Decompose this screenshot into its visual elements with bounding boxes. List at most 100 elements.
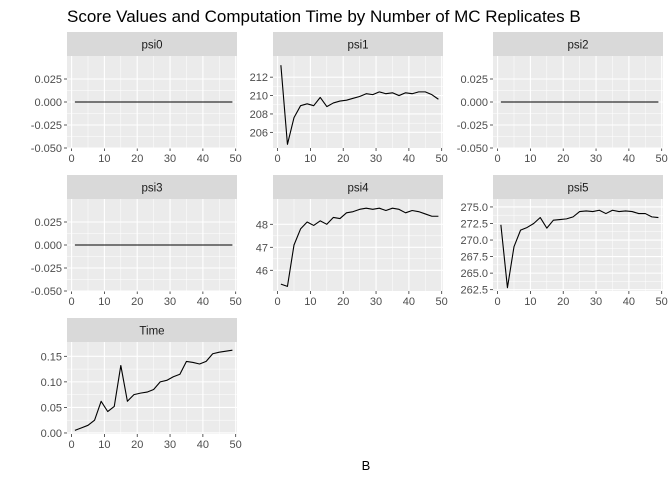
y-tick-label: 0.10: [41, 377, 62, 389]
series-line-time: [74, 349, 233, 431]
y-tick-label: 208: [250, 109, 268, 121]
y-tick-label: 47: [256, 242, 268, 254]
y-tick-label: 0.025: [34, 74, 62, 86]
x-tick-label: 0: [69, 439, 75, 451]
x-tick-label: 0: [275, 153, 281, 165]
x-tick-label: 0: [495, 153, 501, 165]
y-tick-label: 272.5: [460, 218, 488, 230]
x-tick-label: 50: [230, 153, 242, 165]
facet-psi0: psi0 0 10 20 30 40 50 -0.050 -0.025 0.000 0.025: [31, 32, 242, 165]
y-tick-label: 48: [256, 219, 268, 231]
y-tick-label: 0.05: [41, 402, 62, 414]
facet-psi4: psi4 0 10 20 30 40 50 46 47 48: [256, 175, 448, 308]
y-tick-label: 212: [250, 72, 268, 84]
facet-strip-label: psi1: [347, 40, 368, 52]
y-tick-label: -0.025: [457, 120, 488, 132]
facet-strip-label: psi2: [567, 40, 588, 52]
facet-strip: [493, 32, 663, 56]
x-tick-label: 0: [275, 296, 281, 308]
facet-strip: [67, 318, 237, 342]
x-tick-label: 10: [524, 296, 536, 308]
y-tick-label: 0.00: [41, 428, 62, 440]
x-tick-label: 30: [164, 153, 176, 165]
y-tick-label: 275.0: [460, 202, 488, 214]
x-tick-label: 20: [131, 439, 143, 451]
x-tick-label: 30: [590, 153, 602, 165]
x-tick-label: 20: [337, 153, 349, 165]
y-tick-label: -0.050: [31, 286, 62, 298]
x-tick-label: 50: [230, 439, 242, 451]
facet-time: Time 0 10 20 30 40 50 0.00 0.05 0.10 0.15: [41, 318, 242, 451]
y-tick-label: 206: [250, 127, 268, 139]
x-tick-label: 40: [197, 296, 209, 308]
facet-psi3: psi3 0 10 20 30 40 50 -0.050 -0.025 0.000 0.025: [31, 175, 242, 308]
x-tick-label: 20: [557, 153, 569, 165]
facet-strip: [67, 32, 237, 56]
chart-title: Score Values and Computation Time by Num…: [67, 7, 581, 26]
panel-background: [273, 199, 443, 291]
y-tick-label: 0.025: [460, 74, 488, 86]
y-tick-label: 46: [256, 265, 268, 277]
y-tick-label: 267.5: [460, 252, 488, 264]
x-tick-label: 10: [524, 153, 536, 165]
panel-background: [273, 56, 443, 148]
x-tick-label: 10: [98, 296, 110, 308]
x-tick-label: 10: [304, 153, 316, 165]
facet-strip-label: psi5: [567, 183, 588, 195]
y-tick-label: 0.000: [34, 240, 62, 252]
x-tick-label: 50: [230, 296, 242, 308]
x-tick-label: 30: [370, 153, 382, 165]
x-tick-label: 30: [164, 439, 176, 451]
y-tick-label: 265.0: [460, 268, 488, 280]
x-tick-label: 40: [403, 296, 415, 308]
x-tick-label: 40: [623, 296, 635, 308]
x-tick-label: 50: [656, 153, 668, 165]
x-tick-label: 50: [436, 153, 448, 165]
x-tick-label: 30: [164, 296, 176, 308]
facet-strip: [493, 175, 663, 199]
x-axis-label: B: [362, 458, 371, 473]
panel-background: [493, 199, 663, 291]
facet-psi2: psi2 0 10 20 30 40 50 -0.050 -0.025 0.000 0.025: [457, 32, 668, 165]
x-tick-label: 10: [304, 296, 316, 308]
facet-psi1: psi1 0 10 20 30 40 50 206 208 210 212: [250, 32, 448, 165]
y-tick-label: 262.5: [460, 285, 488, 297]
x-tick-label: 20: [131, 296, 143, 308]
y-tick-label: 0.000: [34, 97, 62, 109]
x-tick-label: 40: [623, 153, 635, 165]
facet-strip: [273, 32, 443, 56]
x-tick-label: 50: [436, 296, 448, 308]
facet-psi5: psi5 0 10 20 30 40 50 262.5 265.0 267.5 270.0 272.5…: [460, 175, 668, 308]
x-tick-label: 10: [98, 153, 110, 165]
facet-strip: [67, 175, 237, 199]
y-tick-label: 210: [250, 91, 268, 103]
x-tick-label: 20: [557, 296, 569, 308]
x-tick-label: 40: [403, 153, 415, 165]
y-tick-label: -0.025: [31, 263, 62, 275]
series-line-psi5: [500, 209, 659, 289]
y-tick-label: 0.000: [460, 97, 488, 109]
facet-strip-label: psi0: [141, 40, 162, 52]
facet-strip: [273, 175, 443, 199]
y-tick-label: -0.025: [31, 120, 62, 132]
series-line-psi1: [280, 65, 439, 145]
series-line-psi4: [280, 207, 439, 287]
x-tick-label: 0: [69, 153, 75, 165]
facet-strip-label: psi3: [141, 183, 162, 195]
y-tick-label: 270.0: [460, 235, 488, 247]
y-tick-label: -0.050: [31, 143, 62, 155]
y-tick-label: 0.15: [41, 351, 62, 363]
facet-strip-label: Time: [139, 326, 164, 338]
y-tick-label: 0.025: [34, 217, 62, 229]
x-tick-label: 20: [131, 153, 143, 165]
y-tick-label: -0.050: [457, 143, 488, 155]
x-tick-label: 20: [337, 296, 349, 308]
x-tick-label: 40: [197, 153, 209, 165]
x-tick-label: 50: [656, 296, 668, 308]
x-tick-label: 0: [495, 296, 501, 308]
x-tick-label: 0: [69, 296, 75, 308]
x-tick-label: 10: [98, 439, 110, 451]
